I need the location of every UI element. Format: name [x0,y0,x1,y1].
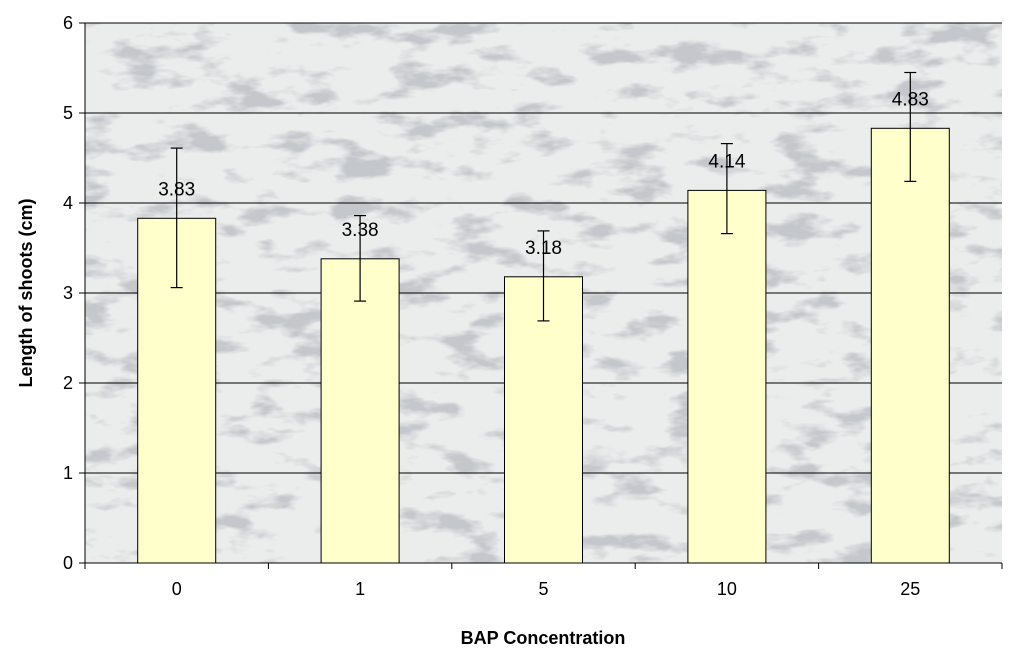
x-tick-label-5: 5 [538,579,548,599]
data-label-25: 4.83 [892,89,929,110]
x-tick-label-10: 10 [717,579,737,599]
data-label-0: 3.83 [158,179,195,200]
bar-25 [870,127,950,564]
y-tick-label-4: 4 [63,193,73,213]
x-tick-label-25: 25 [900,579,920,599]
y-axis-title: Length of shoots (cm) [16,199,36,388]
error-bar-0 [170,147,183,289]
x-tick-label-0: 0 [172,579,182,599]
error-bar-25 [904,71,917,182]
error-bar-1 [354,215,367,302]
error-bars [170,71,917,322]
data-labels: 3.83 3.38 3.18 4.14 4.83 [158,89,929,258]
bars [137,127,950,564]
bar-10 [687,189,767,564]
error-bar-5 [537,230,550,322]
y-tick-label-1: 1 [63,463,73,483]
y-tick-label-2: 2 [63,373,73,393]
y-tick-label-6: 6 [63,13,73,33]
error-bar-10 [720,143,733,235]
x-tick-label-1: 1 [355,579,365,599]
data-label-10: 4.14 [708,151,745,172]
y-tick-label-0: 0 [63,553,73,573]
x-axis-title: BAP Concentration [461,628,626,648]
y-tick-label-3: 3 [63,283,73,303]
y-tick-label-5: 5 [63,103,73,123]
data-label-1: 3.38 [342,220,379,241]
data-label-5: 3.18 [525,238,562,259]
axes: 0 1 2 3 4 5 6 0 1 5 10 25 [63,13,1003,599]
bar-1 [320,258,400,564]
